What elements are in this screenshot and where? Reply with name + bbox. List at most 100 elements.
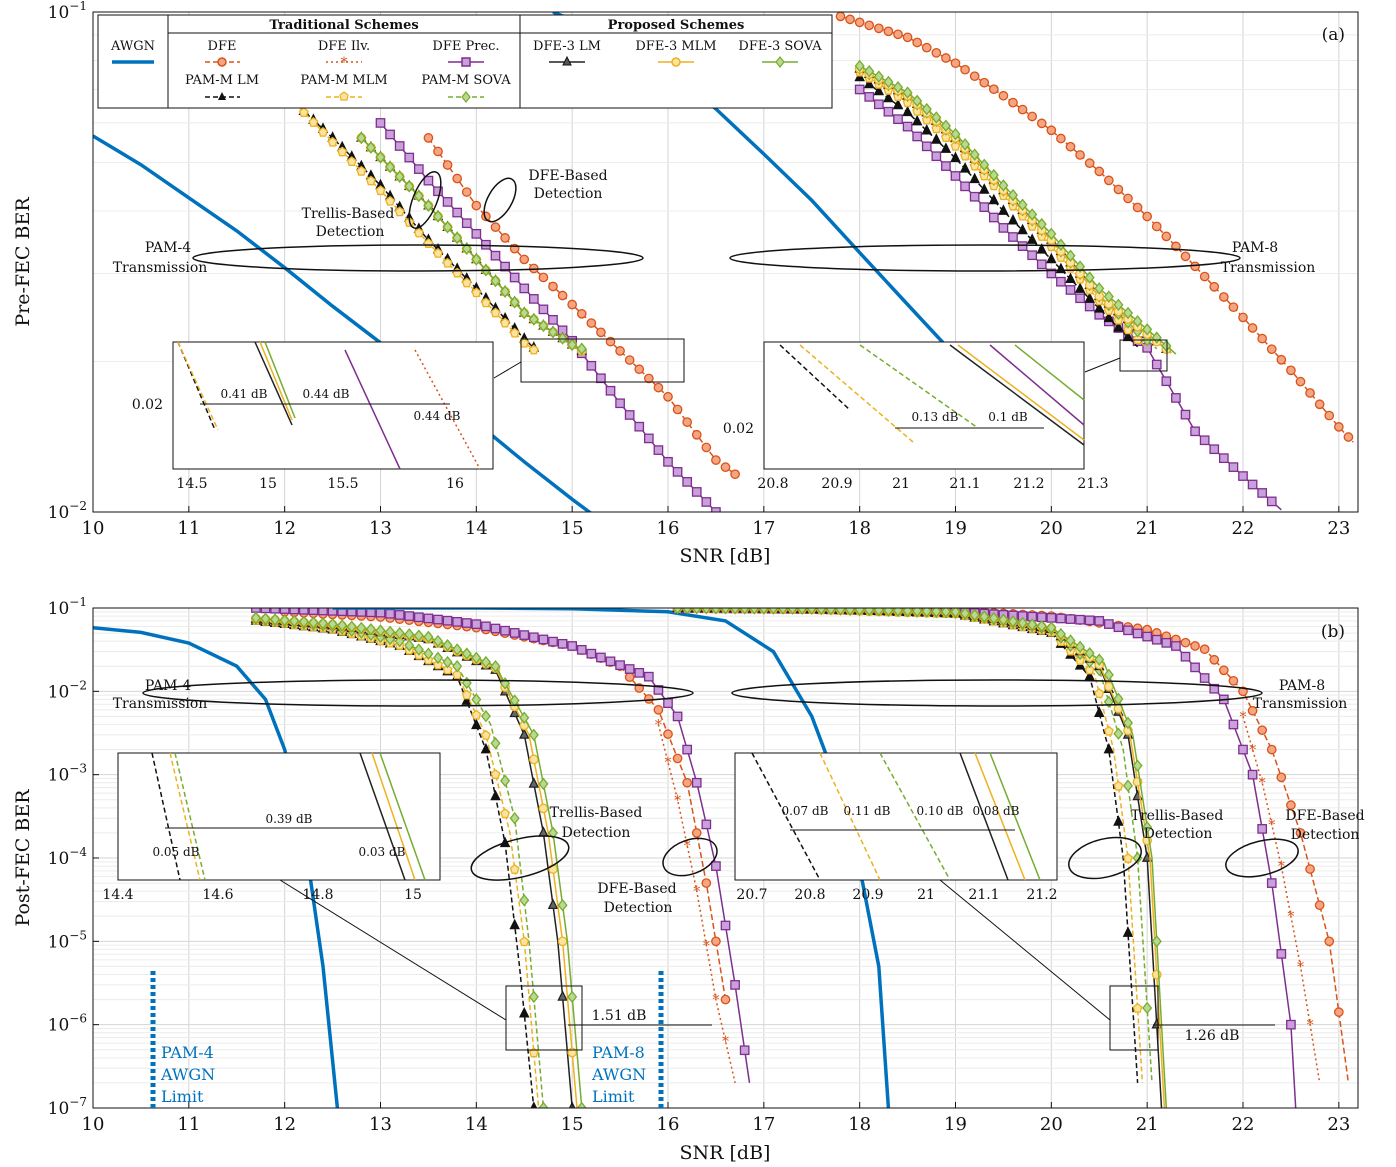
series-a-dfe-pam-4-marker bbox=[538, 272, 549, 283]
inset-a-left-frame bbox=[172, 341, 494, 470]
series-a-pam-m-mlm-pam-8-marker bbox=[912, 105, 923, 116]
inset-b-right-label-1: 0.07 dB bbox=[781, 804, 828, 818]
series-b-pam-m-lm-pam-4-marker bbox=[461, 694, 473, 705]
inset-b-left-xtick: 14.8 bbox=[302, 887, 333, 903]
series-a-dfe-3-sova-pam-8-marker bbox=[873, 70, 884, 83]
series-b-dfe-pam-8-marker bbox=[1190, 641, 1200, 651]
inset-b-left-xtick: 14.6 bbox=[202, 887, 233, 903]
series-b-dfe-ilv--pam-8-marker: * bbox=[1240, 709, 1247, 725]
series-a-dfe-3-sova-pam-8-marker bbox=[1103, 290, 1114, 303]
series-a-dfe-prec--pam-4-marker bbox=[413, 164, 424, 174]
legend-proposed-title: Proposed Schemes bbox=[608, 18, 745, 33]
series-a-dfe-pam-8-marker bbox=[1075, 150, 1085, 160]
series-b-dfe-3-sova-pam-8-marker bbox=[1142, 820, 1153, 834]
series-a-pam-m-lm-pam-8-marker bbox=[1084, 292, 1095, 303]
series-a-pam-m-lm-pam-8-marker bbox=[1007, 214, 1019, 225]
series-b-dfe-3-sova-pam-8-marker bbox=[710, 608, 721, 615]
series-a-dfe-prec--pam-8-marker bbox=[1008, 232, 1018, 242]
series-b-dfe-prec--pam-4-marker bbox=[672, 711, 683, 722]
series-b-dfe-3-sova-pam-4-marker bbox=[404, 628, 415, 641]
inset-a-left-xtick: 16 bbox=[446, 476, 464, 492]
x-tick-label: 13 bbox=[369, 518, 392, 539]
series-a-pam-m-lm-pam-8-marker bbox=[1093, 302, 1105, 313]
series-a-dfe-3-sova-pam-4-marker bbox=[461, 242, 472, 255]
series-a-dfe-pam-8-marker bbox=[1094, 166, 1105, 177]
series-b-dfe-3-mlm-pam-8-marker bbox=[1151, 969, 1162, 980]
inset-b-right-xtick: 20.8 bbox=[794, 887, 825, 903]
series-a-dfe-pam-8-marker bbox=[1276, 354, 1287, 365]
x-tick-label: 19 bbox=[944, 1114, 967, 1135]
series-a-pam-m-mlm-pam-4-marker bbox=[318, 126, 328, 137]
series-b-dfe-3-sova-pam-8-marker bbox=[950, 608, 961, 619]
series-b-pam-m-lm-pam-4-marker bbox=[509, 918, 520, 930]
series-a-dfe-3-sova-pam-8-marker bbox=[1075, 260, 1086, 273]
series-b-pam-m-sova-pam-4-marker bbox=[500, 774, 511, 787]
series-b-dfe-3-sova-pam-4-marker bbox=[337, 619, 348, 632]
series-b-pam-m-mlm-pam-4-marker bbox=[471, 709, 482, 720]
series-a-dfe-pam-8-marker bbox=[1209, 281, 1220, 292]
series-a-dfe-prec--pam-4-marker bbox=[634, 421, 645, 432]
inset-a-left-label-3: 0.44 dB bbox=[413, 409, 460, 423]
series-b-dfe-3-sova-pam-4-marker bbox=[490, 660, 501, 673]
series-a-dfe-pam-8-marker bbox=[931, 47, 942, 58]
series-b-pam-m-sova-pam-8-marker bbox=[1142, 1001, 1153, 1015]
series-a-dfe-prec--pam-8-marker bbox=[1266, 496, 1277, 507]
series-a-dfe-pam-8-marker bbox=[835, 12, 846, 22]
x-tick-label: 23 bbox=[1327, 518, 1350, 539]
series-b-dfe-prec--pam-4-marker bbox=[490, 623, 501, 634]
series-a-dfe-3-sova-pam-4-marker bbox=[538, 319, 549, 332]
series-a-dfe-3-sova-pam-8-marker bbox=[892, 81, 904, 94]
series-a-dfe-pam-4-marker bbox=[557, 290, 568, 301]
series-b-dfe-pam-4-marker bbox=[720, 994, 731, 1005]
x-tick-label: 14 bbox=[465, 1114, 488, 1135]
series-a-dfe-3-sova-pam-8-marker bbox=[1132, 314, 1143, 328]
series-a-dfe-pam-8-marker bbox=[1065, 141, 1076, 152]
series-b-pam-m-sova-pam-4-marker bbox=[490, 737, 501, 750]
series-b-dfe-prec--pam-4-marker bbox=[270, 608, 280, 614]
series-b-dfe-3-sova-pam-8-marker bbox=[1094, 653, 1105, 666]
series-b-dfe-3-sova-pam-4-marker bbox=[538, 777, 549, 791]
series-a-dfe-prec--pam-8-marker bbox=[1036, 259, 1047, 270]
series-b-dfe-prec--pam-8-marker bbox=[1056, 613, 1066, 624]
series-b-dfe-prec--pam-8-marker bbox=[1190, 662, 1200, 673]
series-b-dfe-3-sova-pam-8-marker bbox=[1046, 621, 1057, 634]
series-a-pam-m-lm-pam-8-marker bbox=[969, 172, 980, 184]
series-a-dfe-3-sova-pam-4-marker bbox=[413, 189, 424, 203]
series-b-dfe-ilv--pam-8-marker: * bbox=[1259, 776, 1266, 792]
inset-a-right-xtick: 21.1 bbox=[949, 476, 980, 492]
series-a-dfe-prec--pam-8-marker bbox=[1084, 301, 1095, 312]
x-tick-label: 20 bbox=[1040, 1114, 1063, 1135]
series-a-dfe-3-sova-pam-8-marker bbox=[1017, 198, 1028, 212]
series-a-dfe-pam-4-marker bbox=[452, 173, 463, 184]
series-b-pam-m-sova-pam-8-marker bbox=[1113, 727, 1124, 740]
x-tick-label: 15 bbox=[561, 518, 584, 539]
series-b-dfe-prec--pam-4-marker bbox=[557, 638, 568, 649]
series-b-dfe-pam-8-marker bbox=[1209, 654, 1220, 665]
series-b-pam-m-sova-pam-4-marker bbox=[404, 639, 415, 652]
series-b-dfe-3-sova-pam-8-marker bbox=[825, 608, 836, 616]
series-b-dfe-pam-4-marker bbox=[682, 777, 693, 788]
series-b-dfe-ilv--pam-4-marker: * bbox=[655, 717, 662, 733]
series-a-pam-m-lm-pam-8-marker bbox=[1036, 243, 1048, 254]
series-a-pam-m-lm-pam-8-marker bbox=[998, 204, 1009, 215]
series-b-dfe-prec--pam-8-marker bbox=[1209, 683, 1220, 694]
series-a-dfe-prec--pam-4-marker bbox=[672, 467, 683, 477]
series-b-dfe-ilv--pam-8-marker: * bbox=[1287, 909, 1294, 925]
series-b-dfe-pam-4-marker bbox=[653, 704, 664, 715]
series-b-dfe-prec--pam-4-marker bbox=[682, 744, 693, 755]
series-b-pam-m-mlm-pam-4-marker bbox=[509, 864, 520, 874]
series-a-dfe-prec--pam-4-marker bbox=[605, 385, 616, 396]
series-a-dfe-prec--pam-8-marker bbox=[979, 202, 990, 212]
zoom-box-b-right bbox=[1109, 985, 1159, 1051]
series-b-dfe-3-sova-pam-4-marker bbox=[270, 613, 281, 626]
inset-a-right-xtick: 21.2 bbox=[1013, 476, 1044, 492]
series-b-dfe-prec--pam-4-marker bbox=[605, 656, 616, 667]
series-b-dfe-prec--pam-8-marker bbox=[1286, 1019, 1296, 1030]
panel-b-ticks: 10 11 12 13 14 15 16 17 18 19 20 21 22 23 10−7 10−6 10−5… bbox=[48, 595, 1351, 1135]
series-b-dfe-3-sova-pam-4-marker bbox=[500, 677, 511, 690]
series-b-dfe-prec--pam-4-marker bbox=[739, 1045, 750, 1056]
series-a-dfe-3-sova-pam-4-marker bbox=[519, 306, 530, 320]
series-b-pam-m-lm-pam-4-marker bbox=[471, 718, 482, 730]
series-a-dfe-3-sova-pam-8-marker bbox=[921, 102, 932, 116]
inset-b-right-xtick: 20.7 bbox=[736, 887, 767, 903]
